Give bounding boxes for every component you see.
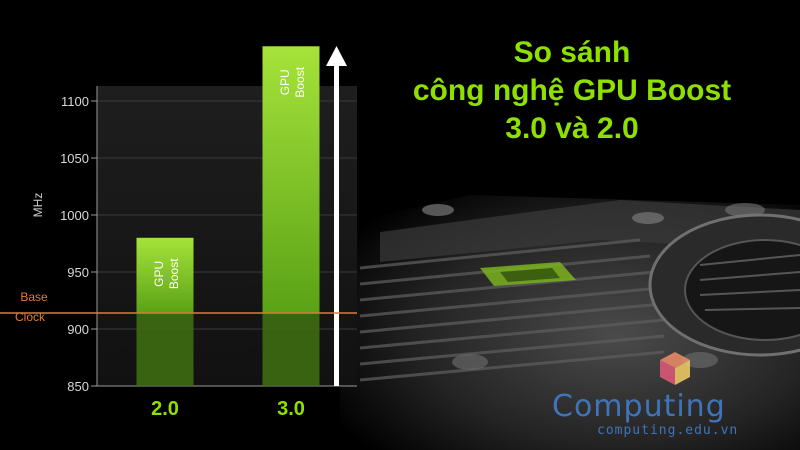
bar-base-2.0: [136, 313, 194, 386]
y-tick-label: 900: [67, 322, 89, 337]
bar-label-gpu: GPU: [278, 69, 292, 95]
computing-cube-logo: [660, 352, 690, 385]
x-category-labels: 2.0 3.0: [151, 398, 305, 420]
watermark-name: Computing: [552, 389, 726, 424]
bar-label-boost: Boost: [293, 66, 307, 97]
increase-arrow-icon: [326, 46, 347, 386]
y-tick-label: 950: [67, 265, 89, 280]
bar-2.0: [136, 237, 194, 314]
base-clock-line: Base Clock: [0, 290, 357, 324]
y-tick-label: 1100: [61, 94, 89, 109]
y-tick-labels: 850 900 950 1000 1050 1100: [60, 94, 89, 394]
y-tick-label: 1000: [60, 208, 89, 223]
y-tick-label: 850: [67, 379, 89, 394]
title-line-3: 3.0 và 2.0: [505, 112, 639, 145]
bar-label-gpu: GPU: [152, 261, 166, 287]
page-title: So sánh công nghệ GPU Boost 3.0 và 2.0: [372, 34, 772, 148]
bar-base-3.0: [262, 313, 320, 386]
x-category-label: 2.0: [151, 398, 179, 420]
bar-label-boost: Boost: [167, 258, 181, 289]
bar-inner-label: GPU Boost: [152, 258, 181, 289]
y-tick-label: 1050: [60, 151, 89, 166]
title-line-1: So sánh: [513, 36, 631, 69]
bar-inner-label: GPU Boost: [278, 66, 307, 97]
gpu-card-illustration: [340, 195, 800, 450]
x-category-label: 3.0: [277, 398, 305, 420]
title-line-2: công nghệ GPU Boost: [412, 74, 732, 107]
bar-3.0: [262, 46, 320, 314]
base-clock-label-2: Clock: [15, 310, 46, 324]
base-clock-label-1: Base: [20, 290, 48, 304]
y-axis-label: MHz: [31, 193, 45, 218]
watermark-url: computing.edu.vn: [597, 423, 739, 438]
